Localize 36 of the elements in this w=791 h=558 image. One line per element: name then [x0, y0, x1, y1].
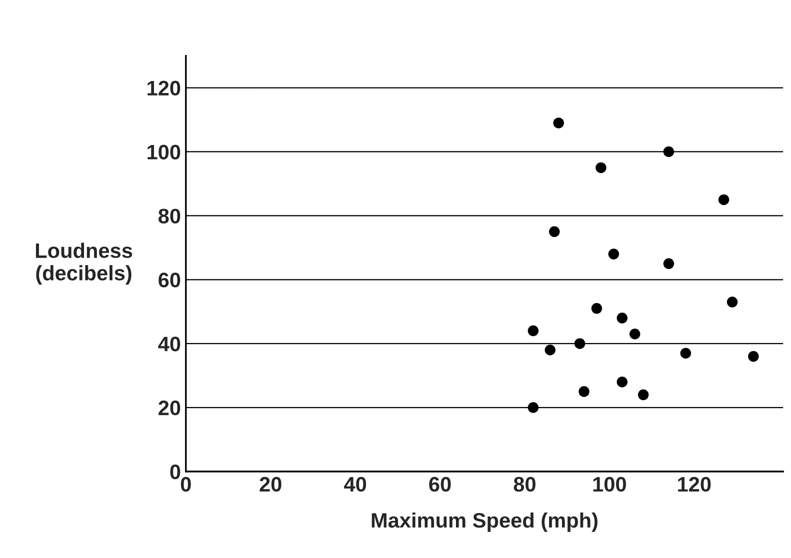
point	[608, 248, 620, 260]
point	[748, 351, 759, 362]
point	[616, 376, 628, 388]
y-tick-label: 80	[158, 208, 180, 224]
point	[596, 162, 606, 174]
point	[638, 389, 649, 400]
point	[528, 402, 539, 413]
point	[544, 344, 556, 356]
y-tick-label: 40	[158, 336, 180, 352]
x-tick-label: 120	[678, 476, 711, 492]
point	[680, 348, 692, 359]
point	[578, 386, 590, 397]
point	[574, 338, 586, 349]
x-tick-label: 0	[180, 476, 191, 492]
x-tick-label: 80	[514, 476, 536, 492]
x-tick-label: 60	[429, 476, 451, 492]
point	[616, 312, 628, 324]
y-tick-label: 20	[158, 400, 180, 416]
point	[528, 325, 539, 336]
y-axis-title: Loudness (decibels)	[36, 242, 132, 285]
point	[663, 146, 674, 158]
x-axis-title: Maximum Speed (mph)	[372, 512, 598, 532]
y-tick-label: 120	[148, 80, 180, 96]
point	[629, 328, 640, 340]
point	[726, 296, 738, 308]
point	[591, 303, 602, 314]
y-tick-label: 100	[148, 144, 180, 160]
x-tick-label: 40	[344, 476, 366, 492]
y-tick-label: 60	[158, 272, 180, 288]
point	[553, 118, 564, 128]
y-tick-label: 0	[170, 464, 180, 480]
point	[548, 226, 560, 238]
x-tick-label: 100	[593, 476, 626, 492]
point	[718, 194, 730, 206]
x-tick-label: 20	[260, 476, 282, 492]
point	[663, 258, 674, 270]
